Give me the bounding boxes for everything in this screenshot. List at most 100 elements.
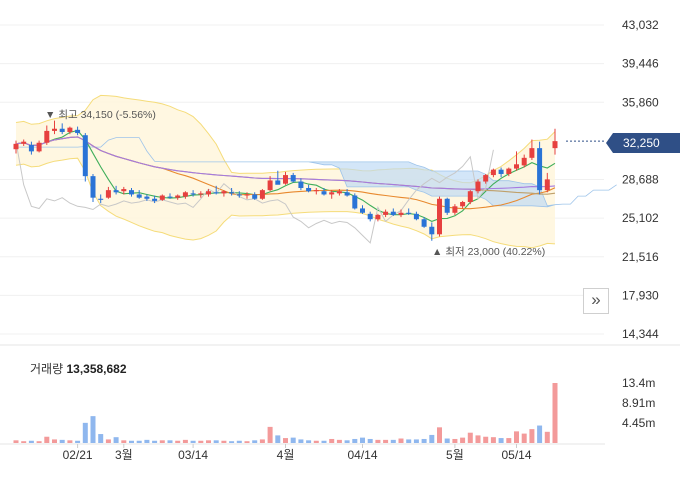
volume-bar bbox=[514, 431, 519, 443]
candle bbox=[275, 180, 281, 185]
expand-chevron-icon[interactable]: » bbox=[583, 288, 609, 314]
candle bbox=[113, 190, 119, 193]
volume-bar bbox=[413, 439, 419, 443]
volume-label: 거래량 bbox=[30, 362, 64, 376]
candle bbox=[429, 226, 435, 235]
volume-bar bbox=[52, 439, 57, 443]
volume-bar bbox=[452, 438, 458, 443]
candle bbox=[98, 198, 104, 200]
candle bbox=[136, 194, 142, 198]
volume-bar bbox=[98, 434, 104, 443]
candle bbox=[59, 128, 65, 132]
volume-bar bbox=[290, 437, 296, 443]
candle bbox=[313, 190, 319, 192]
volume-bar bbox=[167, 440, 173, 443]
price-grid bbox=[0, 24, 680, 445]
volume-bar bbox=[221, 440, 227, 443]
volume-bar bbox=[537, 425, 543, 443]
price-tick-label: 35,860 bbox=[622, 95, 659, 109]
volume-bar bbox=[175, 440, 181, 443]
candle bbox=[521, 157, 527, 166]
candle bbox=[529, 148, 535, 158]
high-annotation: ▼ 최고 34,150 (-5.56%) bbox=[45, 109, 156, 121]
volume-bar bbox=[82, 422, 88, 443]
volume-bar bbox=[398, 438, 404, 443]
volume-bar bbox=[429, 434, 435, 443]
volume-bar bbox=[252, 440, 258, 443]
candle bbox=[90, 176, 96, 198]
candle bbox=[198, 193, 204, 195]
volume-axis: 13.4m 8.91m 4.45m bbox=[622, 376, 655, 430]
volume-bar bbox=[344, 440, 350, 443]
candle bbox=[490, 169, 496, 176]
volume-bar bbox=[313, 440, 319, 443]
candle bbox=[105, 190, 111, 198]
candle bbox=[321, 191, 327, 195]
candle bbox=[360, 208, 365, 213]
volume-bar bbox=[136, 440, 142, 443]
volume-bar bbox=[544, 431, 550, 443]
candle bbox=[413, 213, 419, 220]
annotations: ▼ 최고 34,150 (-5.56%) ▲ 최저 23,000 (40.22%… bbox=[45, 109, 545, 258]
candle bbox=[244, 194, 250, 196]
candle bbox=[144, 196, 150, 199]
volume-bar bbox=[67, 440, 73, 443]
candle bbox=[28, 144, 34, 152]
volume-bar bbox=[336, 439, 342, 443]
volume-tick-label: 4.45m bbox=[622, 416, 655, 430]
candle bbox=[383, 211, 389, 215]
volume-bar bbox=[59, 439, 65, 443]
candle bbox=[121, 189, 127, 192]
volume-value: 13,358,682 bbox=[66, 362, 127, 376]
candle bbox=[267, 180, 273, 191]
candle bbox=[498, 169, 504, 174]
date-axis: 02/21 3월 03/14 4월 04/14 5월 05/14 bbox=[63, 444, 532, 462]
candle bbox=[159, 195, 165, 200]
indicator-overlays bbox=[15, 94, 617, 249]
moving-average-5 bbox=[15, 129, 556, 222]
price-tick-label: 43,032 bbox=[622, 18, 659, 32]
high-arrow-icon: ▼ bbox=[45, 109, 58, 121]
volume-bar bbox=[36, 441, 42, 443]
price-tick-label: 14,344 bbox=[622, 327, 659, 341]
candle bbox=[283, 175, 288, 184]
candle bbox=[44, 130, 50, 143]
candle bbox=[252, 194, 258, 199]
candle bbox=[483, 175, 489, 182]
candle bbox=[21, 141, 27, 144]
candle bbox=[506, 168, 512, 174]
candle bbox=[421, 219, 427, 227]
volume-bar bbox=[460, 437, 466, 443]
candle bbox=[344, 192, 350, 196]
volume-bar bbox=[13, 440, 19, 443]
volume-bar bbox=[275, 435, 281, 443]
candle bbox=[52, 128, 57, 131]
candle bbox=[67, 127, 73, 132]
volume-bar bbox=[283, 438, 288, 443]
candle bbox=[452, 206, 458, 213]
volume-bars bbox=[13, 383, 558, 443]
volume-bar bbox=[267, 426, 273, 443]
candle bbox=[437, 198, 442, 235]
volume-bar bbox=[121, 440, 127, 443]
candle bbox=[221, 191, 227, 194]
candle bbox=[259, 190, 265, 199]
volume-bar bbox=[321, 440, 327, 443]
candle bbox=[290, 175, 296, 182]
volume-bar bbox=[236, 440, 242, 443]
candle bbox=[236, 194, 242, 196]
volume-bar bbox=[190, 440, 196, 443]
candle bbox=[213, 192, 219, 194]
candle bbox=[75, 129, 81, 134]
volume-bar bbox=[444, 438, 450, 443]
candle bbox=[375, 214, 381, 220]
candle bbox=[514, 164, 519, 169]
candle bbox=[467, 191, 473, 202]
volume-bar bbox=[306, 440, 312, 443]
volume-bar bbox=[198, 440, 204, 443]
candle bbox=[167, 196, 173, 198]
volume-bar bbox=[375, 439, 381, 443]
candle bbox=[152, 198, 158, 201]
volume-bar bbox=[329, 438, 335, 443]
candle bbox=[460, 201, 466, 207]
